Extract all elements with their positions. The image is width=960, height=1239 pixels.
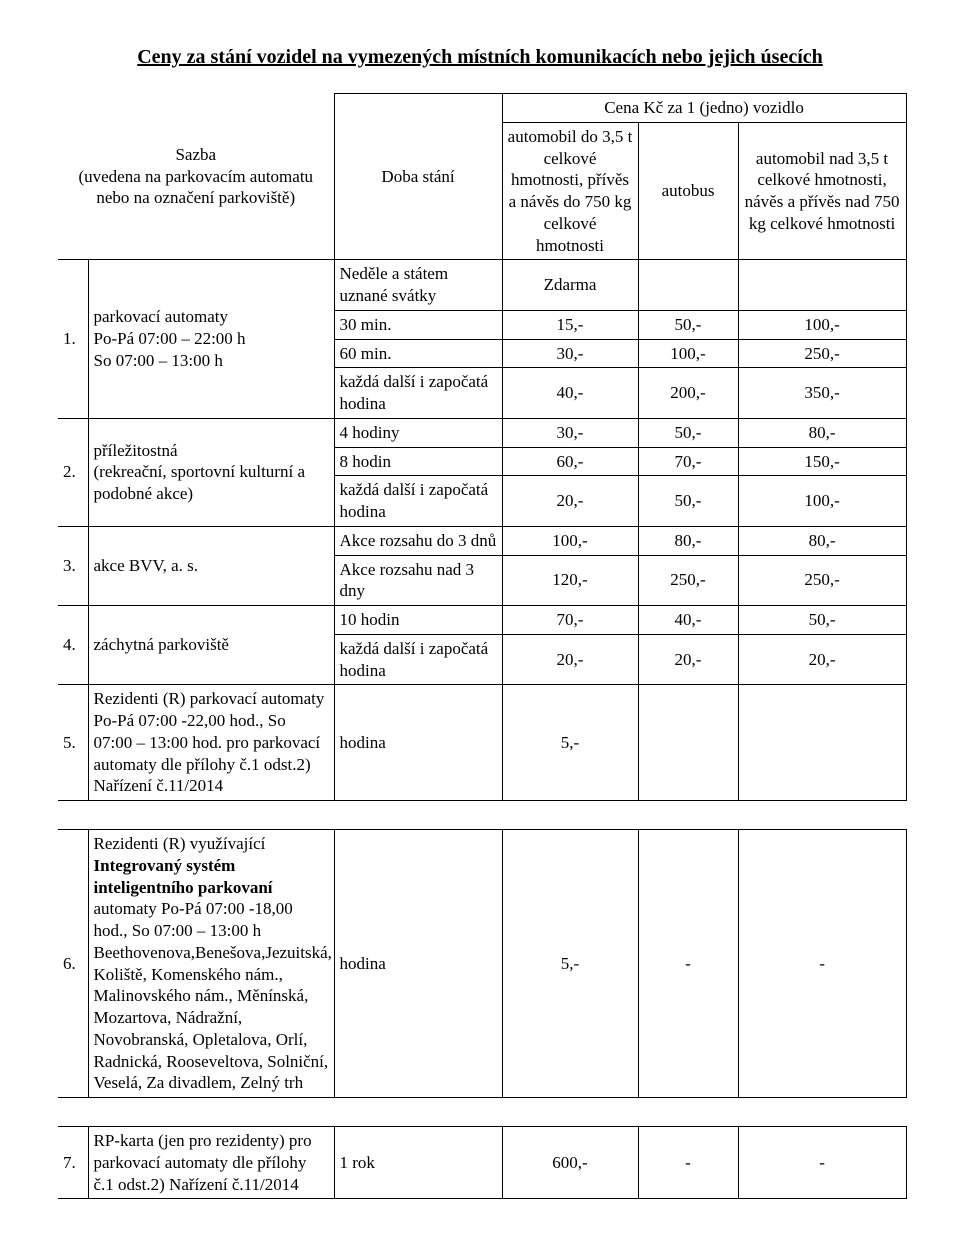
r1-vext-3: 350,-: [738, 368, 906, 419]
r4-vext-3: 20,-: [738, 634, 906, 685]
r5-desc: Rezidenti (R) parkovací automaty Po-Pá 0…: [88, 685, 334, 801]
r1-d30: 30 min.: [334, 310, 502, 339]
r1-v60-3: 250,-: [738, 339, 906, 368]
r4-d10: 10 hodin: [334, 606, 502, 635]
r3-vb-1: 120,-: [502, 555, 638, 606]
r3-da: Akce rozsahu do 3 dnů: [334, 526, 502, 555]
r2-vext-2: 50,-: [638, 476, 738, 527]
r1-vext-1: 40,-: [502, 368, 638, 419]
r5-v1: 5,-: [502, 685, 638, 801]
hdr-vehicle3: automobil nad 3,5 t celkové hmotnosti, n…: [738, 122, 906, 260]
hdr-vehicle2: autobus: [638, 122, 738, 260]
price-table: Sazba (uvedena na parkovacím automatu ne…: [58, 93, 907, 1199]
r6-idx: 6.: [58, 830, 88, 1098]
hdr-sazba: Sazba (uvedena na parkovacím automatu ne…: [58, 94, 334, 260]
r6-v3: -: [738, 830, 906, 1098]
r4-v10-2: 40,-: [638, 606, 738, 635]
r4-desc: záchytná parkoviště: [88, 606, 334, 685]
r1-d60: 60 min.: [334, 339, 502, 368]
r1-free-value: Zdarma: [502, 260, 638, 311]
r1-v60-2: 100,-: [638, 339, 738, 368]
r2-v4-3: 80,-: [738, 418, 906, 447]
r7-v2: -: [638, 1127, 738, 1199]
r5-dur: hodina: [334, 685, 502, 801]
r7-desc: RP-karta (jen pro rezidenty) pro parkova…: [88, 1127, 334, 1199]
r3-idx: 3.: [58, 526, 88, 605]
r2-desc: příležitostná (rekreační, sportovní kult…: [88, 418, 334, 526]
r4-vext-2: 20,-: [638, 634, 738, 685]
r2-v8-3: 150,-: [738, 447, 906, 476]
r6-desc: Rezidenti (R) využívající Integrovaný sy…: [88, 830, 334, 1098]
r4-dext: každá další i započatá hodina: [334, 634, 502, 685]
hdr-cena-top: Cena Kč za 1 (jedno) vozidlo: [502, 94, 906, 123]
r5-idx: 5.: [58, 685, 88, 801]
r1-vext-2: 200,-: [638, 368, 738, 419]
r3-va-3: 80,-: [738, 526, 906, 555]
r2-d8h: 8 hodin: [334, 447, 502, 476]
r1-idx: 1.: [58, 260, 88, 419]
r3-vb-2: 250,-: [638, 555, 738, 606]
r3-vb-3: 250,-: [738, 555, 906, 606]
r4-v10-1: 70,-: [502, 606, 638, 635]
r6-v1: 5,-: [502, 830, 638, 1098]
r2-idx: 2.: [58, 418, 88, 526]
r2-vext-3: 100,-: [738, 476, 906, 527]
r4-v10-3: 50,-: [738, 606, 906, 635]
r3-desc: akce BVV, a. s.: [88, 526, 334, 605]
r3-va-1: 100,-: [502, 526, 638, 555]
r7-v3: -: [738, 1127, 906, 1199]
r2-v8-2: 70,-: [638, 447, 738, 476]
r2-dext: každá další i započatá hodina: [334, 476, 502, 527]
r2-vext-1: 20,-: [502, 476, 638, 527]
r7-v1: 600,-: [502, 1127, 638, 1199]
r3-va-2: 80,-: [638, 526, 738, 555]
r4-vext-1: 20,-: [502, 634, 638, 685]
r1-v30-1: 15,-: [502, 310, 638, 339]
r2-v4-1: 30,-: [502, 418, 638, 447]
r7-dur: 1 rok: [334, 1127, 502, 1199]
hdr-doba: Doba stání: [334, 94, 502, 260]
r2-v8-1: 60,-: [502, 447, 638, 476]
page-title: Ceny za stání vozidel na vymezených míst…: [58, 46, 902, 69]
header-row-1: Sazba (uvedena na parkovacím automatu ne…: [58, 94, 906, 123]
r3-db: Akce rozsahu nad 3 dny: [334, 555, 502, 606]
r1-v60-1: 30,-: [502, 339, 638, 368]
hdr-vehicle1: automobil do 3,5 t celkové hmotnosti, př…: [502, 122, 638, 260]
r7-idx: 7.: [58, 1127, 88, 1199]
r1-free-label: Neděle a státem uznané svátky: [334, 260, 502, 311]
r6-dur: hodina: [334, 830, 502, 1098]
r1-dext: každá další i započatá hodina: [334, 368, 502, 419]
r1-v30-2: 50,-: [638, 310, 738, 339]
r4-idx: 4.: [58, 606, 88, 685]
r1-desc: parkovací automaty Po-Pá 07:00 – 22:00 h…: [88, 260, 334, 419]
r6-v2: -: [638, 830, 738, 1098]
r1-v30-3: 100,-: [738, 310, 906, 339]
r2-v4-2: 50,-: [638, 418, 738, 447]
r2-d4h: 4 hodiny: [334, 418, 502, 447]
